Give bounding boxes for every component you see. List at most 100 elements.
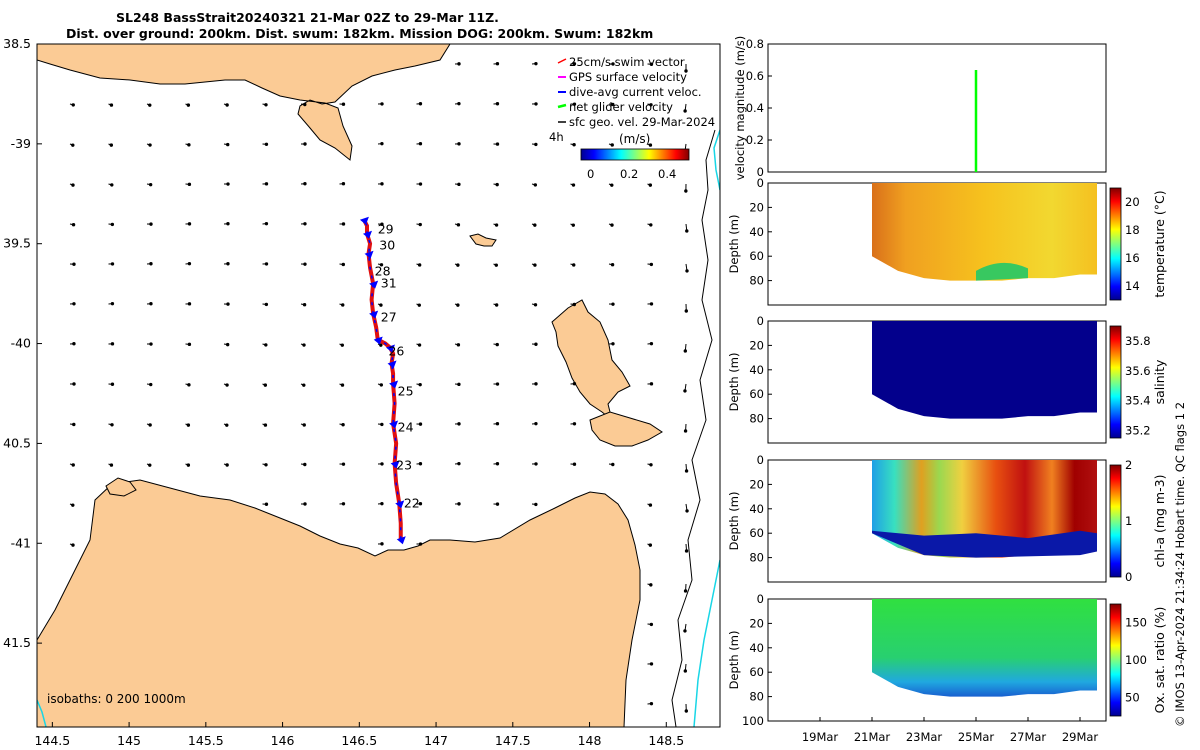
sfc-velocity-arrow-head: [379, 303, 383, 307]
sfc-velocity-arrow-head: [303, 102, 307, 107]
time-tick-label: 23Mar: [906, 730, 943, 744]
sfc-velocity-arrow-head: [649, 701, 654, 706]
sfc-velocity-arrow-head: [572, 462, 577, 466]
velocity-y-tick-label: 0.8: [746, 37, 764, 51]
sfc-velocity-arrow-head: [148, 423, 152, 427]
section-data-field: [872, 183, 1097, 281]
sfc-velocity-arrow-head: [264, 463, 268, 467]
sfc-velocity-arrow-head: [533, 183, 538, 187]
depth-tick-label: 60: [749, 526, 764, 540]
colorbar: [1109, 603, 1122, 717]
sfc-velocity-arrow-head: [456, 303, 460, 307]
depth-axis-label: Depth (m): [727, 631, 741, 690]
map-x-ticks: 144.5 145 145.5 146 146.5 147 147.5 148 148.5: [34, 722, 684, 748]
depth-tick-label: 60: [749, 387, 764, 401]
colorbar-label: temperature (°C): [1152, 190, 1167, 297]
depth-tick-label: 100: [742, 714, 764, 728]
depth-tick-label: 40: [749, 502, 764, 516]
velocity-ylabel: velocity magnitude (m/s): [733, 36, 747, 181]
sfc-velocity-arrow-head: [572, 102, 577, 106]
sfc-velocity-arrow-head: [683, 109, 687, 113]
sfc-velocity-arrow-head: [225, 383, 229, 387]
sfc-velocity-arrow-head: [110, 222, 115, 227]
section-panel-oxygen-saturation: 0 20 40 60 80 100 Depth (m) 150 100 50 Ox. sat. ra…: [727, 592, 1167, 728]
land-cape-barren: [589, 411, 663, 447]
sfc-velocity-arrow-head: [571, 183, 576, 187]
sfc-velocity-arrow-head: [534, 421, 538, 426]
colorbar-tick-label: 20: [1125, 195, 1140, 209]
sfc-velocity-arrow-head: [187, 342, 192, 347]
depth-tick-label: 0: [757, 314, 764, 328]
sfc-velocity-arrow-head: [302, 383, 306, 387]
sfc-velocity-arrow-head: [264, 182, 269, 186]
sfc-velocity-arrow-head: [418, 142, 423, 146]
colorbar-label: Ox. sat. ratio (%): [1152, 607, 1167, 714]
sfc-velocity-arrow-head: [495, 462, 500, 466]
sfc-velocity-arrow-head: [495, 142, 500, 146]
map-y-tick-label: 38.5: [3, 36, 31, 51]
sfc-velocity-arrow-head: [341, 181, 346, 186]
sfc-velocity-arrow-head: [264, 221, 269, 226]
time-tick-label: 21Mar: [854, 730, 891, 744]
depth-tick-label: 20: [749, 616, 764, 630]
sfc-velocity-arrow-head: [649, 662, 654, 666]
sfc-velocity-arrow-head: [495, 502, 500, 506]
sfc-velocity-arrow-head: [534, 502, 538, 507]
dive-avg-current-marker: [373, 336, 383, 345]
day-label: 24: [398, 419, 414, 434]
colorbar-tick-label: 2: [1125, 458, 1132, 472]
sfc-velocity-arrow-head: [534, 382, 538, 386]
sfc-velocity-arrow-head: [149, 302, 153, 306]
sfc-velocity-arrow-head: [648, 183, 653, 187]
sfc-velocity-arrow-head: [72, 382, 76, 386]
sfc-velocity-arrow-head: [417, 303, 421, 307]
section-panel-temperature: 0 20 40 60 80 Depth (m) 20 18 16 14 temperature (°…: [727, 176, 1167, 306]
speed-colorbar: [580, 148, 690, 161]
sfc-velocity-arrow-head: [610, 223, 614, 227]
sfc-velocity-arrow-head: [109, 463, 114, 467]
sfc-velocity-arrow-head: [572, 381, 577, 386]
sfc-velocity-arrow-head: [457, 101, 461, 106]
sfc-velocity-arrow-head: [534, 61, 538, 66]
sfc-velocity-arrow-head: [186, 103, 191, 107]
sfc-velocity-arrow-head: [341, 423, 345, 427]
sfc-velocity-arrow-head: [264, 142, 269, 146]
sfc-velocity-arrow-head: [572, 302, 577, 307]
sfc-velocity-arrow-head: [71, 103, 75, 107]
sfc-velocity-arrow-head: [418, 462, 423, 466]
sfc-velocity-arrow-head: [649, 622, 654, 627]
sfc-velocity-arrow-head: [683, 669, 688, 673]
sfc-velocity-arrow-head: [649, 62, 654, 66]
sfc-velocity-arrow-head: [264, 302, 269, 307]
chart-title-line2: Dist. over ground: 200km. Dist. swum: 18…: [66, 26, 654, 41]
legend-dive-avg-current: dive-avg current veloc.: [569, 85, 702, 99]
map-x-tick-label: 147.5: [495, 733, 531, 748]
colorbar-tick-label: 35.2: [1125, 424, 1151, 438]
sfc-velocity-arrow-head: [110, 382, 115, 386]
sfc-velocity-arrow-head: [418, 102, 423, 106]
dive-avg-current-marker: [369, 280, 379, 289]
depth-tick-label: 40: [749, 225, 764, 239]
sfc-velocity-arrow-head: [226, 302, 230, 306]
sfc-velocity-arrow-head: [148, 463, 152, 467]
dive-avg-current-marker: [390, 460, 400, 469]
sfc-velocity-arrow-head: [495, 102, 500, 106]
dive-avg-current-marker: [395, 500, 405, 509]
sfc-velocity-arrow-head: [225, 342, 230, 347]
sfc-velocity-arrow-head: [186, 423, 191, 427]
time-tick-label: 29Mar: [1062, 730, 1099, 744]
sfc-velocity-arrow-head: [264, 103, 268, 107]
sfc-velocity-arrow-head: [611, 302, 615, 306]
section-panel-salinity: 0 20 40 60 80 Depth (m) 35.8 35.6 35.4 35.2 salini…: [727, 314, 1167, 444]
dive-avg-current-marker: [387, 360, 397, 369]
colorbar-tick-label: 35.4: [1125, 394, 1151, 408]
sfc-velocity-arrow-head: [649, 103, 653, 107]
sfc-velocity-arrow-head: [110, 262, 115, 266]
sfc-velocity-arrow-head: [495, 382, 500, 386]
sfc-velocity-arrow-head: [71, 223, 76, 227]
day-label: 26: [388, 344, 404, 359]
sfc-velocity-arrow-head: [225, 463, 229, 467]
sfc-velocity-arrow-head: [418, 422, 423, 426]
sfc-velocity-arrow-head: [380, 222, 384, 226]
dive-avg-current-marker: [389, 380, 399, 389]
